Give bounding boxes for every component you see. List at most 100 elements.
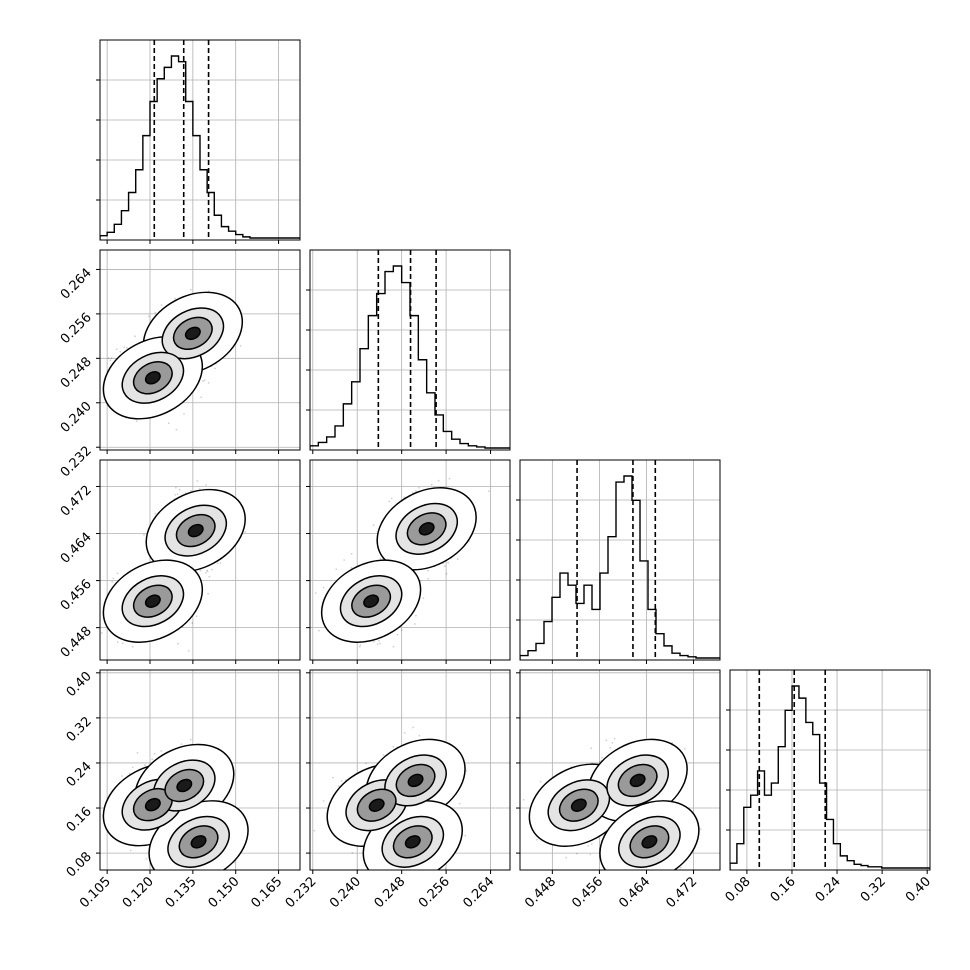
- contour-3-mode-1: [144, 594, 161, 608]
- sample-point: [131, 766, 134, 769]
- sample-point: [392, 645, 395, 648]
- sample-point: [176, 493, 179, 495]
- contour-3-mode-0: [187, 523, 204, 538]
- sample-point: [160, 304, 163, 306]
- sample-point: [652, 871, 654, 873]
- density-2-1: [314, 477, 490, 648]
- sample-point: [205, 572, 207, 574]
- sample-point: [208, 575, 211, 578]
- sample-point: [314, 592, 317, 594]
- sample-point: [239, 345, 242, 347]
- contour-3-mode-0: [184, 326, 201, 341]
- sample-point: [427, 577, 430, 580]
- sample-point: [136, 752, 139, 754]
- sample-point: [379, 642, 381, 645]
- sample-point: [434, 873, 436, 875]
- sample-point: [605, 739, 608, 742]
- sample-point: [203, 379, 206, 382]
- sample-point: [536, 838, 538, 841]
- sample-point: [134, 335, 136, 338]
- sample-point: [216, 562, 219, 565]
- sample-point: [392, 745, 395, 748]
- sample-point: [191, 622, 194, 624]
- sample-point: [144, 764, 146, 767]
- sample-point: [116, 572, 119, 575]
- sample-point: [109, 359, 112, 362]
- sample-point: [244, 531, 247, 533]
- sample-point: [187, 650, 190, 652]
- sample-point: [128, 772, 131, 775]
- sample-point: [198, 871, 200, 873]
- sample-point: [681, 871, 683, 873]
- sample-point: [221, 871, 223, 873]
- sample-point: [177, 642, 179, 645]
- sample-point: [418, 871, 420, 873]
- sample-point: [121, 642, 124, 645]
- density-2-0: [97, 480, 247, 652]
- sample-point: [201, 900, 203, 902]
- sample-point: [372, 640, 375, 643]
- sample-point: [219, 562, 222, 564]
- sample-point: [318, 629, 320, 632]
- sample-point: [613, 871, 615, 873]
- sample-point: [167, 422, 170, 424]
- sample-point: [180, 743, 183, 745]
- sample-point: [390, 497, 393, 500]
- sample-point: [447, 561, 450, 564]
- sample-point: [365, 762, 367, 765]
- sample-point: [409, 885, 411, 887]
- density-3-0: [94, 738, 249, 902]
- sample-point: [153, 752, 156, 755]
- grid-layer: [100, 40, 930, 870]
- sample-point: [189, 738, 192, 741]
- sample-point: [135, 420, 138, 423]
- sample-point: [210, 872, 212, 874]
- sample-point: [178, 880, 180, 882]
- sample-point: [437, 479, 440, 482]
- sample-point: [412, 726, 415, 729]
- sample-point: [343, 559, 345, 561]
- contour-3-mode-1: [144, 371, 161, 385]
- sample-point: [190, 489, 192, 492]
- sample-point: [202, 380, 205, 382]
- sample-point: [636, 875, 638, 877]
- sample-point: [613, 873, 615, 875]
- sample-point: [200, 396, 203, 399]
- sample-point: [456, 558, 459, 561]
- sample-point: [145, 858, 148, 860]
- sample-point: [458, 802, 461, 805]
- sample-point: [107, 357, 110, 360]
- sample-point: [415, 614, 417, 617]
- sample-point: [97, 637, 99, 639]
- sample-point: [313, 829, 316, 832]
- contour-3-mode-1: [363, 594, 380, 608]
- data-layer: [94, 40, 930, 902]
- sample-point: [350, 566, 353, 569]
- sample-point: [444, 867, 447, 870]
- sample-point: [337, 785, 340, 787]
- sample-point: [160, 750, 163, 752]
- sample-point: [94, 820, 96, 822]
- sample-point: [322, 800, 325, 802]
- contour-3-mode-1: [407, 773, 424, 788]
- sample-point: [382, 754, 385, 757]
- sample-point: [372, 524, 375, 526]
- sample-point: [121, 775, 123, 777]
- sample-point: [465, 769, 468, 772]
- sample-point: [174, 494, 177, 496]
- sample-point: [382, 874, 384, 876]
- sample-point: [199, 569, 202, 572]
- sample-point: [611, 742, 614, 744]
- sample-point: [195, 615, 198, 618]
- sample-point: [123, 346, 126, 349]
- sample-point: [416, 875, 418, 877]
- sample-point: [350, 552, 353, 555]
- contour-3-mode-0: [418, 522, 435, 536]
- sample-point: [206, 569, 209, 572]
- sample-point: [609, 746, 612, 749]
- sample-point: [194, 876, 196, 878]
- density-1-0: [102, 288, 244, 450]
- sample-point: [202, 872, 204, 874]
- sample-point: [414, 623, 416, 625]
